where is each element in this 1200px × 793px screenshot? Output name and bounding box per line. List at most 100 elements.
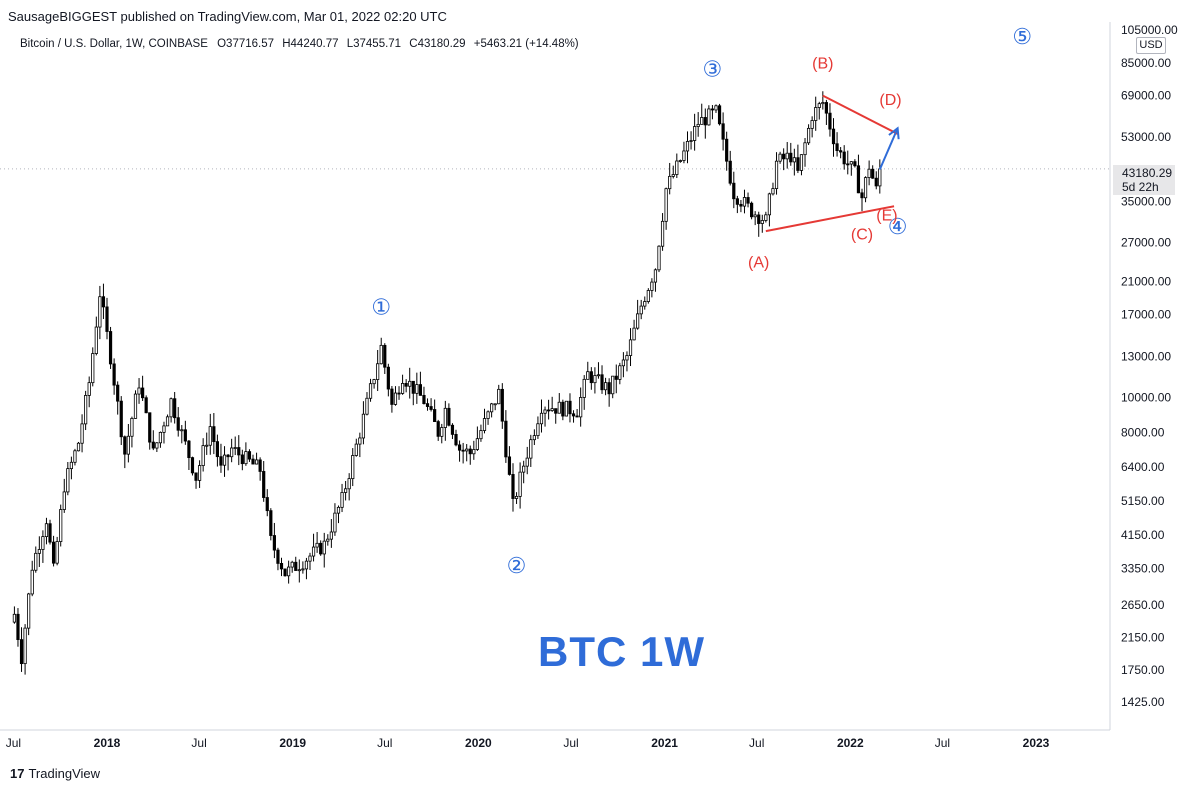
candle <box>151 430 155 451</box>
candle <box>222 446 227 477</box>
tradingview-logo-icon: 17 <box>10 766 25 781</box>
price-tick-label: 4150.00 <box>1121 528 1165 542</box>
price-tick-label: 13000.00 <box>1121 349 1171 363</box>
wave-label[interactable]: ① <box>371 295 391 320</box>
candle <box>119 396 123 445</box>
candle <box>600 365 604 394</box>
candle <box>440 423 444 444</box>
candle <box>468 445 472 465</box>
candle <box>290 560 294 573</box>
candle <box>59 504 63 547</box>
candle <box>269 508 273 541</box>
currency-button[interactable]: USD <box>1136 37 1166 54</box>
candle <box>190 456 195 476</box>
time-tick-label: 2020 <box>465 736 492 750</box>
candle <box>41 530 45 563</box>
candle <box>678 159 682 163</box>
wave-label[interactable]: (A) <box>748 254 769 271</box>
candle <box>525 446 529 475</box>
candle <box>87 376 91 408</box>
candle <box>169 397 173 423</box>
candle <box>472 440 476 460</box>
price-tick-label: 8000.00 <box>1121 425 1165 439</box>
time-tick-label: 2022 <box>837 736 864 750</box>
candle <box>258 457 262 481</box>
triangle-trendline[interactable] <box>822 94 899 135</box>
candle <box>735 195 739 214</box>
legend-close: C43180.29 <box>409 38 466 50</box>
candle <box>696 112 700 137</box>
price-tick-label: 6400.00 <box>1121 460 1165 474</box>
candle <box>66 461 70 496</box>
wave-label[interactable]: ③ <box>703 56 723 81</box>
candle <box>579 387 583 427</box>
legend-change: +5463.21 (+14.48%) <box>473 38 579 50</box>
candle <box>162 421 166 444</box>
candle <box>789 142 793 166</box>
candle <box>632 319 636 341</box>
candle <box>358 432 362 458</box>
candle <box>354 438 358 457</box>
candle <box>507 446 512 476</box>
candle <box>725 131 729 171</box>
wave-label[interactable]: ④ <box>888 214 908 239</box>
candle <box>383 343 387 374</box>
candle <box>351 448 355 487</box>
candle <box>721 112 725 151</box>
wave-label[interactable]: ② <box>507 553 527 578</box>
symbol-name[interactable]: Bitcoin / U.S. Dollar, 1W, COINBASE <box>20 38 208 50</box>
candle <box>130 416 134 448</box>
triangle-trendline[interactable] <box>765 205 895 233</box>
publication-header: SausageBIGGEST published on TradingView.… <box>8 9 447 24</box>
last-price-box <box>1113 165 1175 195</box>
candle <box>301 561 305 574</box>
candle <box>668 162 672 195</box>
candle <box>201 438 205 472</box>
candle <box>233 436 237 456</box>
candle <box>212 413 216 455</box>
candle <box>603 377 608 396</box>
candle <box>497 384 501 405</box>
candle <box>19 627 24 672</box>
candle <box>589 367 593 390</box>
candle <box>262 461 266 502</box>
candle <box>237 435 241 466</box>
candle <box>23 624 27 675</box>
candle <box>465 444 469 462</box>
candle <box>564 400 569 417</box>
candle <box>785 142 789 169</box>
wave-label[interactable]: (E) <box>876 208 897 225</box>
candle <box>821 91 825 110</box>
wave-label[interactable]: (D) <box>879 92 901 109</box>
candle <box>639 299 643 320</box>
candle <box>650 278 654 298</box>
candle <box>611 375 615 399</box>
candle <box>347 473 351 501</box>
candle <box>846 150 850 175</box>
candle <box>746 192 750 208</box>
candle <box>628 328 633 367</box>
candle <box>133 390 138 419</box>
candle <box>703 108 707 139</box>
time-tick-label: 2019 <box>279 736 306 750</box>
tradingview-brand[interactable]: 17 TradingView <box>10 766 100 781</box>
candle <box>856 154 861 194</box>
candle <box>69 456 73 480</box>
candle <box>450 423 455 440</box>
wave-label[interactable]: ⑤ <box>1012 24 1032 49</box>
candle <box>376 349 380 392</box>
candle <box>675 153 679 179</box>
wave-label[interactable]: (C) <box>851 226 873 243</box>
last-price-label: 43180.29 <box>1122 166 1173 180</box>
candle <box>522 460 526 484</box>
projection-arrow[interactable] <box>878 127 899 170</box>
candle <box>504 410 508 463</box>
candle <box>16 608 20 647</box>
wave-label[interactable]: (B) <box>812 56 833 73</box>
candle <box>778 151 782 164</box>
candle <box>482 408 487 434</box>
price-tick-label: 17000.00 <box>1121 308 1171 322</box>
candle <box>529 434 533 467</box>
candle <box>660 213 665 251</box>
